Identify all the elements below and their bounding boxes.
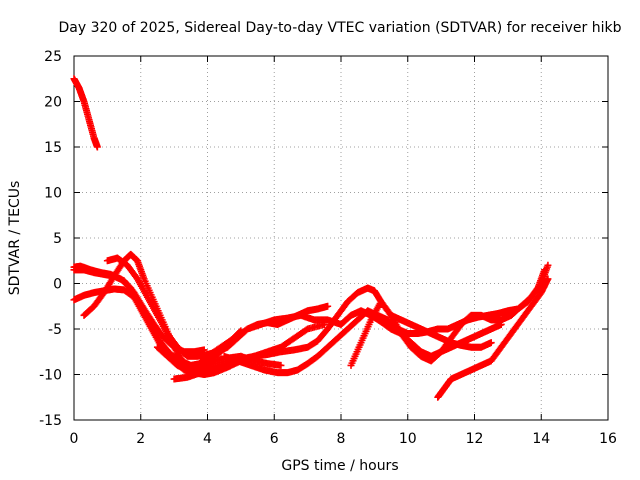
x-tick-label: 14	[532, 431, 550, 447]
y-tick-label: -5	[48, 322, 62, 338]
x-axis-label: GPS time / hours	[281, 458, 398, 474]
y-tick-label: 10	[44, 186, 62, 202]
series-arc1	[70, 75, 101, 151]
data-point	[93, 143, 101, 151]
y-tick-label: 20	[44, 95, 62, 111]
y-tick-label: 15	[44, 140, 62, 156]
x-tick-label: 8	[337, 431, 346, 447]
x-tick-label: 2	[136, 431, 145, 447]
x-tick-label: 0	[70, 431, 79, 447]
y-tick-label: 5	[53, 231, 62, 247]
chart-title: Day 320 of 2025, Sidereal Day-to-day VTE…	[59, 20, 622, 36]
series-arc11	[434, 275, 552, 401]
data-point	[324, 302, 332, 310]
y-tick-label: 0	[53, 277, 62, 293]
y-axis-label: SDTVAR / TECUs	[7, 181, 23, 296]
x-tick-label: 16	[599, 431, 617, 447]
y-tick-label: -10	[39, 368, 62, 384]
data-point	[544, 275, 552, 283]
axis-ticks: 0 2 4 6 8 10 12 14 16 -15 -10 -5 0 5 10 15 20 25	[39, 49, 617, 447]
x-tick-label: 6	[270, 431, 279, 447]
data-point	[487, 339, 495, 347]
y-tick-label: -15	[39, 413, 62, 429]
x-tick-label: 12	[466, 431, 484, 447]
data-point	[277, 361, 285, 369]
y-tick-label: 25	[44, 49, 62, 65]
data-point	[544, 261, 552, 269]
x-tick-label: 10	[399, 431, 417, 447]
data-points	[70, 75, 552, 401]
x-tick-label: 4	[203, 431, 212, 447]
